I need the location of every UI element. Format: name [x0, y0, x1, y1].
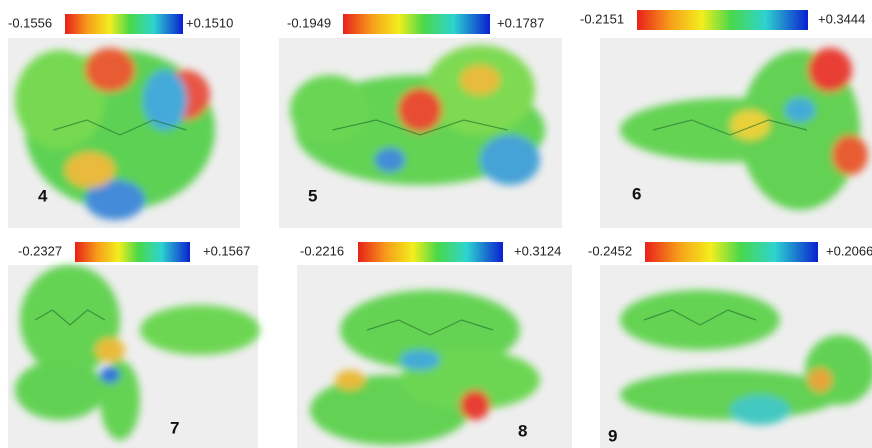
max-label: +0.1567	[203, 243, 250, 258]
surface-region	[808, 48, 852, 92]
surface-region	[400, 350, 440, 370]
surface-region	[460, 390, 490, 420]
min-label: -0.2327	[18, 243, 62, 258]
max-label: +0.1510	[186, 15, 233, 30]
surface-region	[85, 48, 135, 92]
compound-number: 9	[608, 426, 617, 445]
surface-region	[832, 135, 868, 175]
page: {"panels": [ {"min_label": "-0.1556", "m…	[0, 0, 872, 448]
surface-region	[65, 152, 115, 188]
panel: -0.2452 +0.2066 9	[588, 242, 872, 448]
surface-region	[730, 395, 790, 425]
max-label: +0.3124	[514, 243, 561, 258]
surface-region	[140, 305, 260, 355]
color-bar	[645, 242, 818, 262]
surface-region	[730, 110, 770, 140]
min-label: -0.2151	[580, 11, 624, 26]
surface-region	[15, 360, 105, 420]
color-bar	[65, 14, 183, 34]
surface-region	[100, 367, 120, 383]
color-bar	[637, 10, 808, 30]
surface-region	[335, 370, 365, 390]
surface-region	[480, 135, 540, 185]
surface-region	[95, 338, 125, 362]
surface-region	[460, 65, 500, 95]
compound-number: 5	[308, 186, 317, 205]
compound-number: 7	[170, 418, 179, 437]
color-bar	[75, 242, 190, 262]
figure: -0.1556 +0.1510 4 -0.1949 +0.1787 5 -0.2151 +0.…	[0, 0, 872, 448]
panel: -0.1949 +0.1787 5	[279, 14, 562, 228]
panel: -0.2327 +0.1567 7	[8, 242, 260, 448]
max-label: +0.1787	[497, 15, 544, 30]
min-label: -0.2452	[588, 243, 632, 258]
compound-number: 4	[38, 186, 48, 205]
surface-region	[785, 98, 815, 122]
panel: -0.2216 +0.3124 8	[297, 242, 572, 448]
surface-region	[290, 75, 370, 145]
panel: -0.1556 +0.1510 4	[8, 14, 240, 228]
panel: -0.2151 +0.3444 6	[580, 10, 872, 228]
max-label: +0.3444	[818, 11, 865, 26]
min-label: -0.2216	[300, 243, 344, 258]
surface-region	[808, 368, 832, 392]
color-bar	[343, 14, 490, 34]
min-label: -0.1949	[287, 15, 331, 30]
panels: -0.1556 +0.1510 4 -0.1949 +0.1787 5 -0.2151 +0.…	[8, 10, 872, 448]
min-label: -0.1556	[8, 15, 52, 30]
surface-region	[398, 88, 442, 132]
compound-number: 8	[518, 421, 527, 440]
color-bar	[358, 242, 503, 262]
max-label: +0.2066	[826, 243, 872, 258]
compound-number: 6	[632, 184, 641, 203]
surface-region	[375, 148, 405, 172]
